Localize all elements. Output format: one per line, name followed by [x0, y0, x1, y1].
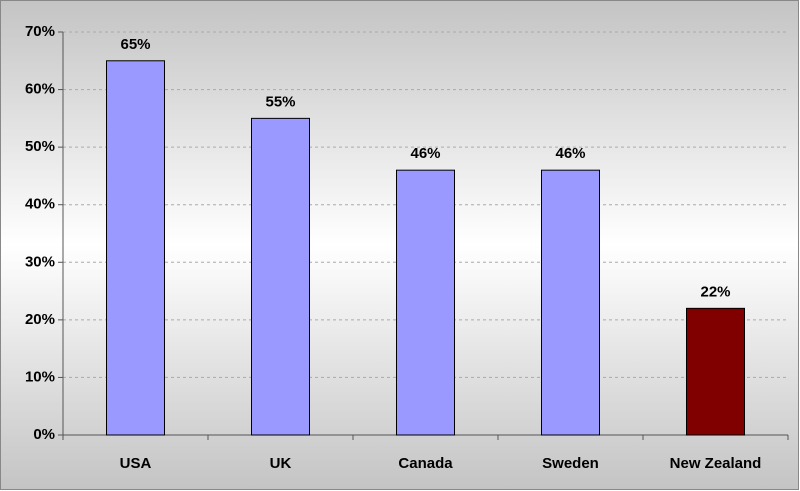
x-tick-label: USA [120, 455, 152, 472]
bar [396, 169, 455, 436]
bar [541, 169, 600, 436]
value-label: 22% [700, 283, 730, 300]
y-tick-label: 50% [25, 138, 55, 155]
bar [106, 60, 165, 436]
x-tick-label: UK [270, 455, 292, 472]
y-tick-label: 70% [25, 23, 55, 40]
value-label: 46% [410, 145, 440, 162]
x-tick-label: New Zealand [670, 455, 762, 472]
y-tick-label: 20% [25, 311, 55, 328]
value-label: 55% [265, 93, 295, 110]
value-label: 46% [555, 145, 585, 162]
y-tick-label: 60% [25, 81, 55, 98]
y-tick-label: 0% [33, 426, 55, 443]
x-tick-label: Sweden [542, 455, 599, 472]
value-label: 65% [120, 36, 150, 53]
x-tick-label: Canada [398, 455, 453, 472]
y-tick-label: 30% [25, 253, 55, 270]
bar [686, 307, 745, 436]
y-tick-label: 10% [25, 368, 55, 385]
bar [251, 117, 310, 436]
y-tick-label: 40% [25, 196, 55, 213]
